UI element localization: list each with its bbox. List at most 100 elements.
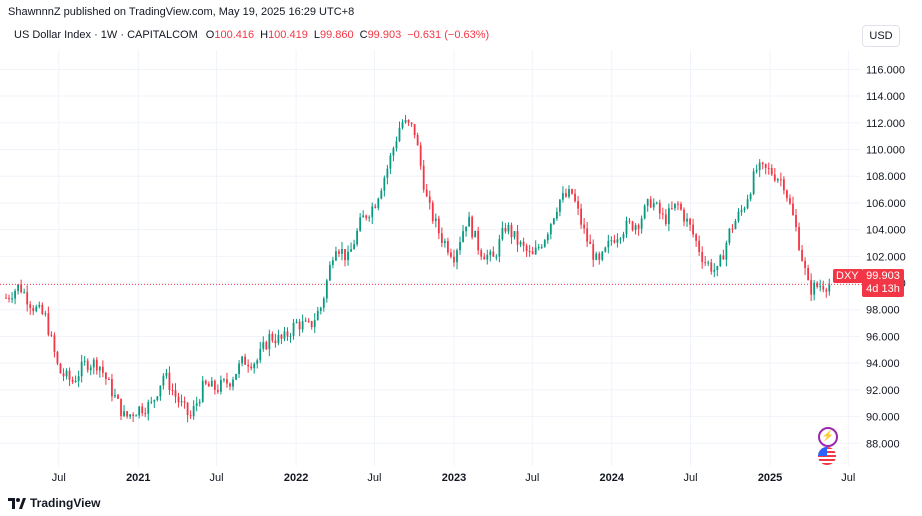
candle-body xyxy=(371,206,374,218)
candle-body xyxy=(828,284,831,292)
low-value: 99.860 xyxy=(319,29,354,41)
candle-body xyxy=(226,379,228,384)
symbol-title[interactable]: US Dollar Index · 1W · CAPITALCOM xyxy=(14,29,198,41)
candle-body xyxy=(643,205,646,219)
candle-body xyxy=(782,179,785,191)
lightning-icon[interactable]: ⚡ xyxy=(818,427,838,447)
candle-body xyxy=(574,193,576,202)
candle-body xyxy=(238,363,240,374)
candle-body xyxy=(92,359,95,368)
candle-body xyxy=(453,256,455,263)
candle-body xyxy=(795,215,797,228)
candle-body xyxy=(347,251,349,261)
candle-body xyxy=(534,247,537,255)
y-tick-label: 108.000 xyxy=(866,171,906,183)
candle-body xyxy=(428,196,431,203)
candle-body xyxy=(413,124,416,136)
candle-body xyxy=(328,264,331,281)
high-key: H xyxy=(260,29,269,41)
candle-body xyxy=(507,224,510,232)
candle-body xyxy=(562,193,564,200)
last-price-value: 99.903 xyxy=(866,270,900,282)
candle-body xyxy=(410,122,413,125)
open-value: 100.416 xyxy=(214,29,255,41)
candle-body xyxy=(144,413,147,415)
x-tick-label: Jul xyxy=(52,472,66,484)
candle-body xyxy=(468,216,471,227)
candle-body xyxy=(83,360,86,362)
currency-button[interactable]: USD xyxy=(862,25,900,47)
x-tick-label: Jul xyxy=(683,472,697,484)
candle-body xyxy=(683,209,685,222)
candle-body xyxy=(338,251,340,254)
candle-body xyxy=(80,361,83,377)
candle-body xyxy=(292,322,295,336)
candle-body xyxy=(147,402,150,414)
candle-body xyxy=(767,167,770,169)
candle-body xyxy=(35,306,38,312)
candle-body xyxy=(477,230,480,251)
candle-body xyxy=(528,250,531,252)
candle-body xyxy=(117,395,119,399)
candle-body xyxy=(162,375,165,386)
candle-body xyxy=(77,376,80,381)
candle-body xyxy=(549,223,552,235)
candle-body xyxy=(798,227,800,251)
candle-body xyxy=(265,342,268,350)
candle-body xyxy=(280,334,283,339)
candle-body xyxy=(253,363,256,369)
candle-body xyxy=(749,193,752,200)
candle-body xyxy=(658,202,661,214)
candle-body xyxy=(120,398,122,417)
candle-body xyxy=(810,280,813,295)
y-tick-label: 106.000 xyxy=(866,198,906,210)
candle-body xyxy=(728,228,731,243)
candle-body xyxy=(235,373,237,380)
high-value: 100.419 xyxy=(268,29,308,41)
candle-body xyxy=(150,401,153,403)
candle-body xyxy=(89,367,92,371)
candle-body xyxy=(592,244,595,260)
y-tick-label: 116.000 xyxy=(866,64,905,76)
candle-body xyxy=(138,406,141,416)
candle-body xyxy=(29,304,32,308)
candle-body xyxy=(223,379,225,381)
footer-brand[interactable]: TradingView xyxy=(8,496,100,510)
candle-body xyxy=(395,141,398,149)
candle-body xyxy=(492,251,495,257)
candle-body xyxy=(268,333,271,350)
candle-body xyxy=(104,372,107,380)
candle-body xyxy=(667,208,670,225)
x-tick-label: Jul xyxy=(525,472,539,484)
candle-body xyxy=(664,214,667,225)
candle-body xyxy=(53,335,56,352)
candle-body xyxy=(383,177,386,191)
candle-body xyxy=(498,239,501,257)
candle-body xyxy=(301,321,304,330)
candle-body xyxy=(486,254,489,260)
candle-body xyxy=(504,227,507,232)
candle-body xyxy=(540,246,543,248)
candle-body xyxy=(11,298,13,300)
candle-body xyxy=(283,331,286,339)
candle-body xyxy=(392,148,395,156)
candle-body xyxy=(386,168,389,178)
x-tick-label: 2024 xyxy=(600,472,625,484)
candle-body xyxy=(637,225,640,229)
candle-body xyxy=(568,189,570,197)
candle-body xyxy=(625,220,628,235)
candle-body xyxy=(5,297,7,299)
candle-body xyxy=(722,255,725,260)
candle-body xyxy=(483,256,486,260)
low-key: L xyxy=(313,29,320,41)
candle-body xyxy=(698,240,701,253)
y-tick-label: 112.000 xyxy=(866,118,905,130)
open-key: O xyxy=(205,29,215,41)
candle-body xyxy=(459,241,461,251)
candle-body xyxy=(731,228,734,230)
candle-body xyxy=(295,321,298,323)
candle-body xyxy=(450,252,452,257)
us-flag-icon[interactable] xyxy=(818,447,836,465)
y-tick-label: 90.000 xyxy=(866,412,900,424)
